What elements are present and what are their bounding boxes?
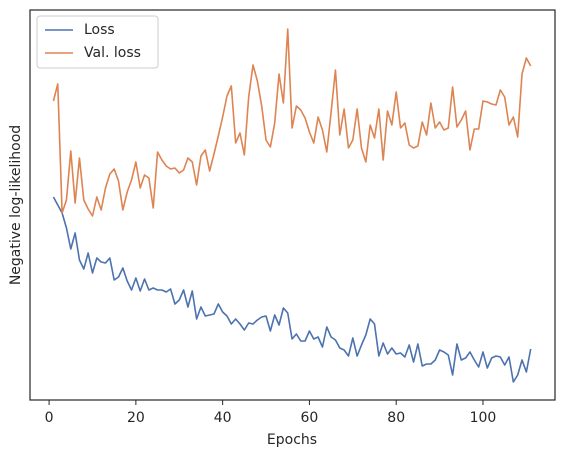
legend-box xyxy=(36,15,159,69)
x-tick-label: 80 xyxy=(387,410,405,426)
x-axis-label: Epochs xyxy=(267,432,317,448)
y-axis-label: Negative log-likelihood xyxy=(8,125,24,285)
line-series xyxy=(52,28,532,217)
plot-frame xyxy=(29,9,556,401)
legend-label: Val. loss xyxy=(84,45,141,61)
line-series xyxy=(52,196,532,383)
x-tick-label: 0 xyxy=(45,410,54,426)
x-tick-label: 40 xyxy=(214,410,232,426)
x-tick-label: 20 xyxy=(127,410,145,426)
x-tick-label: 100 xyxy=(470,410,497,426)
legend-label: Loss xyxy=(84,22,115,38)
x-tick-label: 60 xyxy=(301,410,319,426)
